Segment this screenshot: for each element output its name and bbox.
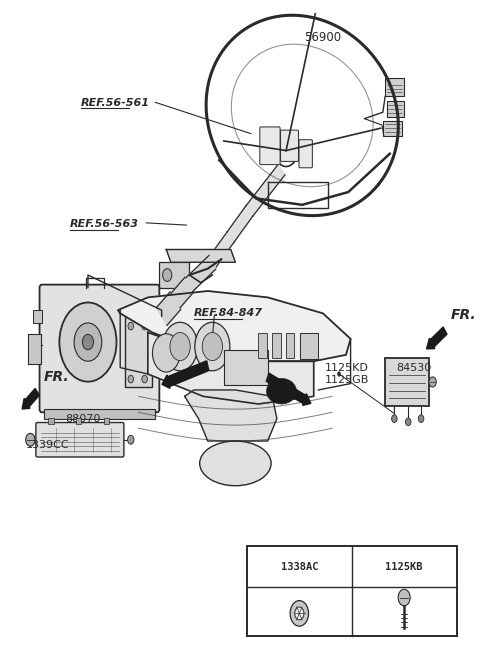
FancyBboxPatch shape [36,422,124,457]
Circle shape [142,323,147,330]
Circle shape [419,415,424,422]
Text: 84530: 84530 [396,362,432,372]
Polygon shape [209,232,234,267]
FancyArrow shape [427,327,447,349]
Text: 1125GB: 1125GB [325,375,370,386]
Polygon shape [185,390,277,441]
Circle shape [170,332,190,360]
Polygon shape [246,164,285,216]
Circle shape [398,589,410,606]
Polygon shape [156,292,181,325]
Circle shape [337,372,341,376]
Ellipse shape [200,441,271,485]
Circle shape [392,415,397,422]
Polygon shape [33,310,42,323]
Bar [247,547,456,636]
Text: FR.: FR. [44,370,70,384]
Bar [224,350,268,385]
Polygon shape [118,291,350,361]
Text: REF.56-561: REF.56-561 [81,98,150,108]
Bar [258,332,267,358]
FancyBboxPatch shape [260,127,280,165]
Polygon shape [166,249,235,262]
Bar [104,418,109,424]
Circle shape [295,607,304,620]
Text: 88070: 88070 [65,414,100,424]
Circle shape [128,375,133,383]
Circle shape [163,269,172,281]
Bar [159,262,189,288]
Circle shape [163,323,198,371]
Circle shape [290,600,309,626]
Bar [125,317,153,387]
Bar [76,418,82,424]
FancyArrow shape [162,361,209,388]
Circle shape [202,332,223,360]
Text: 56900: 56900 [304,31,342,44]
Bar [386,101,404,117]
Circle shape [83,334,94,350]
Bar [286,332,294,358]
Text: 1339CC: 1339CC [26,440,69,450]
FancyBboxPatch shape [280,130,299,162]
FancyArrow shape [266,373,311,406]
Circle shape [153,334,180,372]
Polygon shape [227,206,253,241]
Circle shape [128,436,134,444]
Bar [383,120,402,136]
Polygon shape [186,255,216,291]
Circle shape [74,323,102,361]
Circle shape [406,418,411,426]
Circle shape [26,434,35,446]
Bar [48,418,54,424]
Circle shape [142,375,147,383]
Text: 1338AC: 1338AC [281,562,318,572]
FancyBboxPatch shape [39,285,159,412]
Bar [385,78,404,96]
Bar [385,358,429,406]
Circle shape [195,323,230,371]
Bar [28,334,41,364]
Circle shape [429,377,436,387]
Text: FR.: FR. [451,308,477,322]
Text: REF.56-563: REF.56-563 [70,219,139,229]
Text: REF.84-847: REF.84-847 [194,309,263,319]
Polygon shape [44,409,155,419]
Circle shape [128,323,133,330]
Text: 1125KB: 1125KB [385,562,423,572]
Polygon shape [148,332,314,404]
Polygon shape [171,277,194,308]
Circle shape [60,303,117,382]
FancyArrow shape [22,388,39,409]
Ellipse shape [266,378,297,404]
FancyBboxPatch shape [299,140,312,168]
Bar [272,332,280,358]
Bar [300,332,318,359]
Text: 1125KD: 1125KD [325,362,369,372]
